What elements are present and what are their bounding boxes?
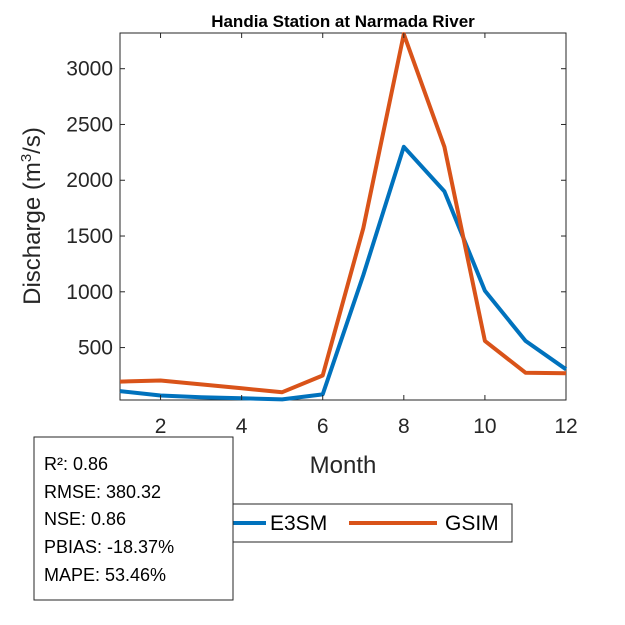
x-axis-label: Month — [310, 452, 377, 479]
x-tick-label: 2 — [155, 415, 167, 438]
x-tick-label: 6 — [317, 415, 329, 438]
y-axis-label-suffix: /s) — [19, 127, 46, 154]
y-axis-label-superscript: 3 — [18, 154, 35, 162]
y-tick-label: 1500 — [66, 225, 113, 248]
y-axis-label: Discharge (m3/s) — [18, 127, 46, 305]
series-line-gsim — [119, 32, 567, 395]
x-tick-label: 4 — [236, 415, 248, 438]
stat-r2: R²: 0.86 — [44, 454, 108, 474]
legend: E3SM GSIM — [199, 503, 513, 543]
series-layer — [119, 32, 568, 402]
chart-title: Handia Station at Narmada River — [211, 12, 475, 31]
y-tick-label: 2500 — [66, 113, 113, 136]
y-axis-label-prefix: Discharge (m — [19, 162, 46, 305]
legend-label-e3sm: E3SM — [270, 512, 327, 535]
stat-nse: NSE: 0.86 — [44, 509, 126, 529]
stat-rmse: RMSE: 380.32 — [44, 482, 161, 502]
x-tick-label: 10 — [473, 415, 496, 438]
y-tick-label: 500 — [78, 337, 113, 360]
series-line-e3sm — [119, 144, 568, 402]
x-axis-ticks: 2 4 6 8 10 12 — [155, 33, 578, 438]
y-tick-label: 3000 — [66, 58, 113, 81]
axes-box — [119, 32, 567, 401]
legend-label-gsim: GSIM — [445, 512, 499, 535]
y-tick-label: 2000 — [66, 169, 113, 192]
y-tick-label: 1000 — [66, 281, 113, 304]
stats-box: R²: 0.86 RMSE: 380.32 NSE: 0.86 PBIAS: -… — [33, 436, 234, 601]
stat-pbias: PBIAS: -18.37% — [44, 537, 174, 557]
x-tick-label: 8 — [398, 415, 410, 438]
stats-box-frame — [33, 436, 234, 601]
stat-mape: MAPE: 53.46% — [44, 565, 166, 585]
x-tick-label: 12 — [554, 415, 577, 438]
y-axis-ticks: 500 1000 1500 2000 2500 3000 — [66, 58, 566, 360]
